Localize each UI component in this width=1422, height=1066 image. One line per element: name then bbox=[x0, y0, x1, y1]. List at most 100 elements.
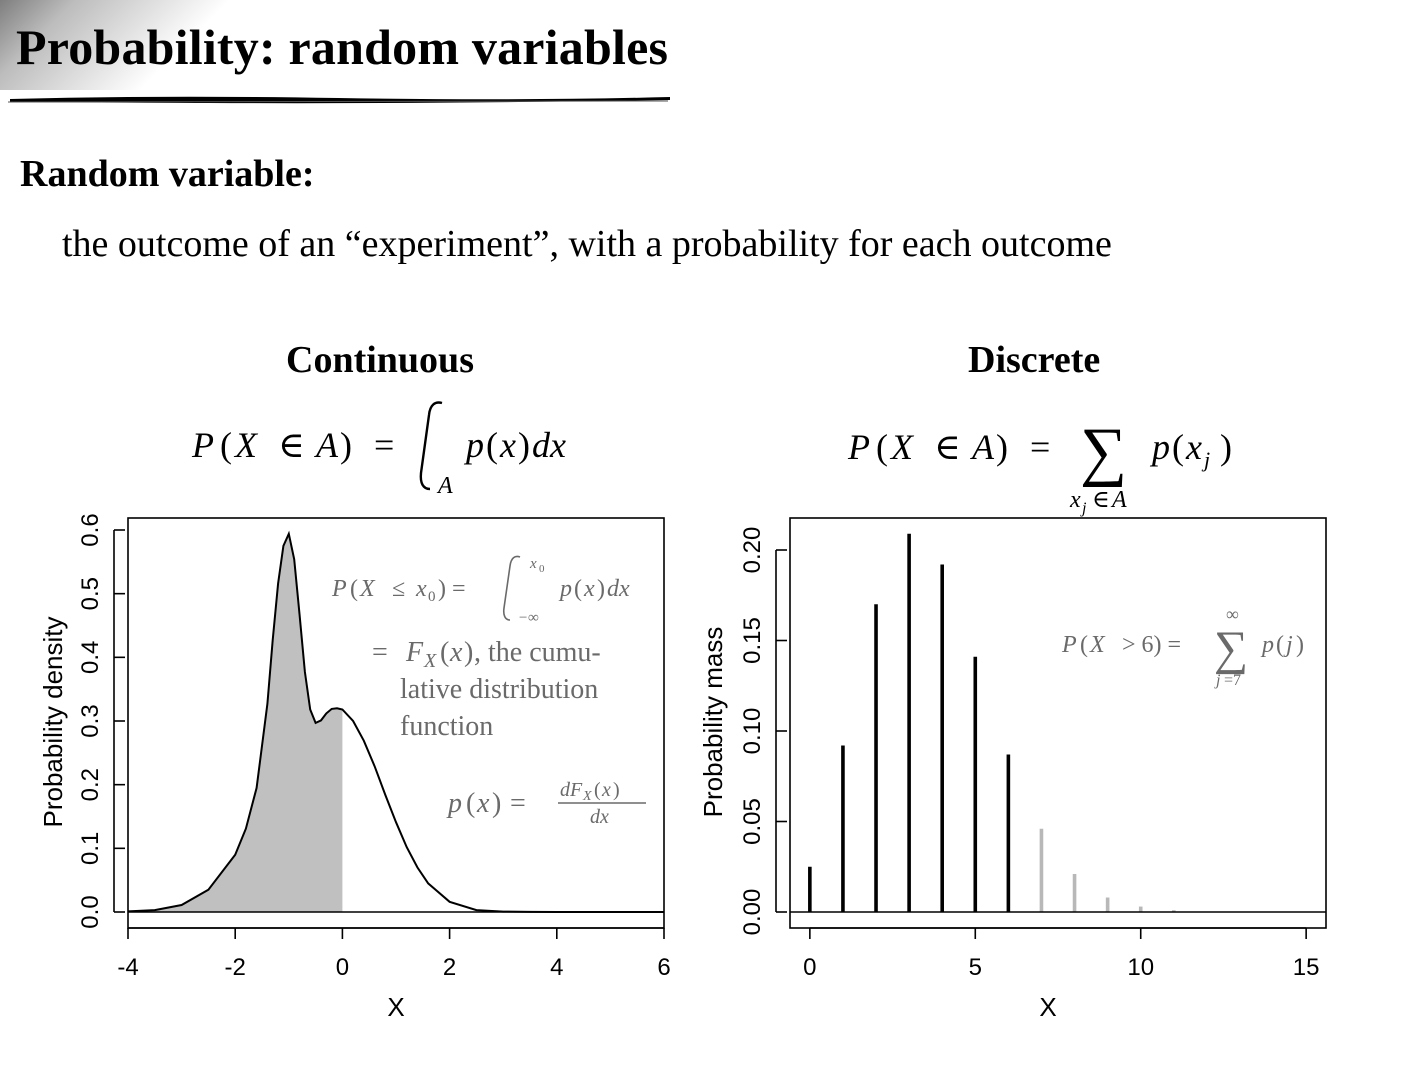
svg-text:(: ( bbox=[594, 779, 601, 801]
svg-text:X: X bbox=[359, 576, 376, 602]
svg-text:P: P bbox=[1061, 632, 1077, 658]
svg-text:dF: dF bbox=[560, 779, 583, 801]
y-tick-label: 0.5 bbox=[77, 577, 104, 610]
svg-text:x: x bbox=[449, 637, 463, 668]
svg-text:): ) bbox=[1220, 427, 1232, 467]
cdf-shaded-area bbox=[128, 533, 343, 912]
cdf-line-3: function bbox=[400, 711, 493, 742]
svg-text:j: j bbox=[1080, 500, 1087, 517]
svg-text:A: A bbox=[1110, 487, 1127, 513]
plot-frame bbox=[789, 517, 1327, 929]
x-axis: -4 -2 0 2 4 6 bbox=[117, 927, 671, 981]
slide-title: Probability: random variables bbox=[16, 19, 669, 75]
svg-text:∈: ∈ bbox=[934, 427, 961, 467]
y-tick-label: 0.0 bbox=[77, 895, 104, 928]
x-tick-label: -2 bbox=[225, 954, 246, 981]
svg-text:X: X bbox=[423, 650, 437, 672]
discrete-formula: P ( X ∈ A ) = ∑ x j ∈ A p ( x j ) bbox=[847, 415, 1232, 517]
x-tick-label: -4 bbox=[117, 954, 138, 981]
svg-text:P: P bbox=[847, 427, 870, 467]
svg-text:∑: ∑ bbox=[1214, 622, 1248, 675]
y-axis: 0.00 0.05 0.10 0.15 0.20 bbox=[739, 527, 787, 936]
x-tick-label: 5 bbox=[969, 954, 982, 981]
svg-text:p: p bbox=[1149, 427, 1170, 467]
corner-shading bbox=[0, 0, 330, 90]
svg-text:(: ( bbox=[486, 425, 498, 465]
svg-text:A: A bbox=[314, 425, 339, 465]
svg-text:(: ( bbox=[1172, 427, 1184, 467]
svg-text:x: x bbox=[601, 779, 611, 801]
y-tick-label: 0.3 bbox=[77, 704, 104, 737]
y-axis-label: Probability mass bbox=[698, 627, 728, 818]
svg-text:(: ( bbox=[574, 576, 582, 602]
svg-text:x: x bbox=[476, 788, 490, 819]
x-axis-label: X bbox=[1039, 992, 1056, 1022]
svg-text:): ) bbox=[464, 637, 473, 668]
discrete-heading: Discrete bbox=[968, 339, 1101, 381]
svg-text:> 6) =: > 6) = bbox=[1122, 632, 1181, 658]
x-axis: 0 5 10 15 bbox=[803, 927, 1319, 981]
svg-text:): ) bbox=[996, 427, 1008, 467]
svg-text:X: X bbox=[582, 789, 592, 804]
svg-text:x: x bbox=[583, 576, 595, 602]
svg-text:x: x bbox=[1069, 487, 1081, 513]
title-rule bbox=[8, 96, 670, 104]
svg-text:(: ( bbox=[876, 427, 888, 467]
y-tick-label: 0.6 bbox=[77, 513, 104, 546]
svg-text:dx: dx bbox=[532, 425, 566, 465]
svg-text:p: p bbox=[446, 788, 462, 819]
x-tick-label: 2 bbox=[443, 954, 456, 981]
definition-text: the outcome of an “experiment”, with a p… bbox=[62, 223, 1112, 265]
svg-text:=: = bbox=[1030, 427, 1050, 467]
svg-text:X: X bbox=[233, 425, 259, 465]
svg-text:∈: ∈ bbox=[278, 425, 305, 465]
continuous-formula: P ( X ∈ A ) = A p ( x ) dx bbox=[191, 401, 566, 499]
svg-text:∈: ∈ bbox=[1092, 487, 1110, 513]
y-tick-label: 0.20 bbox=[739, 527, 766, 574]
x-axis-label: X bbox=[387, 992, 404, 1022]
cdf-annotation: P ( X ≤ x 0 ) = −∞ x 0 p ( x ) dx bbox=[331, 555, 630, 626]
svg-text:): ) bbox=[597, 576, 605, 602]
svg-text:∑: ∑ bbox=[1080, 415, 1127, 488]
section-heading: Random variable: bbox=[20, 153, 315, 195]
svg-text:x: x bbox=[499, 425, 516, 465]
y-tick-label: 0.15 bbox=[739, 617, 766, 664]
pdf-annotation: p ( x ) = dF X ( x ) dx bbox=[446, 779, 646, 828]
svg-text:(: ( bbox=[466, 788, 475, 819]
y-tick-label: 0.1 bbox=[77, 832, 104, 865]
svg-text:=: = bbox=[372, 637, 388, 668]
svg-text:x: x bbox=[1185, 427, 1202, 467]
svg-text:A: A bbox=[970, 427, 995, 467]
svg-text:): ) bbox=[518, 425, 530, 465]
y-axis: 0.0 0.1 0.2 0.3 0.4 0.5 0.6 bbox=[77, 513, 125, 929]
svg-text:(: ( bbox=[350, 576, 358, 602]
x-tick-label: 10 bbox=[1127, 954, 1154, 981]
cdf-line-2: lative distribution bbox=[400, 674, 598, 705]
y-axis-label: Probability density bbox=[38, 617, 68, 828]
y-tick-label: 0.00 bbox=[739, 889, 766, 936]
y-tick-label: 0.10 bbox=[739, 708, 766, 755]
svg-text:F: F bbox=[405, 637, 424, 668]
mass-bars bbox=[808, 533, 1176, 912]
svg-text:(: ( bbox=[1276, 632, 1284, 658]
svg-text:0: 0 bbox=[539, 563, 545, 575]
svg-text:A: A bbox=[436, 473, 453, 499]
svg-text:p: p bbox=[463, 425, 484, 465]
y-tick-label: 0.4 bbox=[77, 641, 104, 674]
svg-text:): ) bbox=[340, 425, 352, 465]
svg-text:): ) bbox=[1296, 632, 1304, 658]
svg-text:X: X bbox=[889, 427, 915, 467]
svg-text:j: j bbox=[1283, 632, 1293, 658]
svg-text:p: p bbox=[558, 576, 572, 602]
x-tick-label: 0 bbox=[803, 954, 816, 981]
y-tick-label: 0.2 bbox=[77, 768, 104, 801]
y-tick-label: 0.05 bbox=[739, 798, 766, 845]
svg-text:P: P bbox=[191, 425, 214, 465]
x-tick-label: 0 bbox=[336, 954, 349, 981]
svg-text:(: ( bbox=[1080, 632, 1088, 658]
svg-text:p: p bbox=[1260, 632, 1274, 658]
svg-text:dx: dx bbox=[607, 576, 630, 602]
svg-text:(: ( bbox=[440, 637, 449, 668]
svg-text:∞: ∞ bbox=[1226, 604, 1239, 624]
cdf-line-1: , the cumu- bbox=[474, 637, 601, 668]
